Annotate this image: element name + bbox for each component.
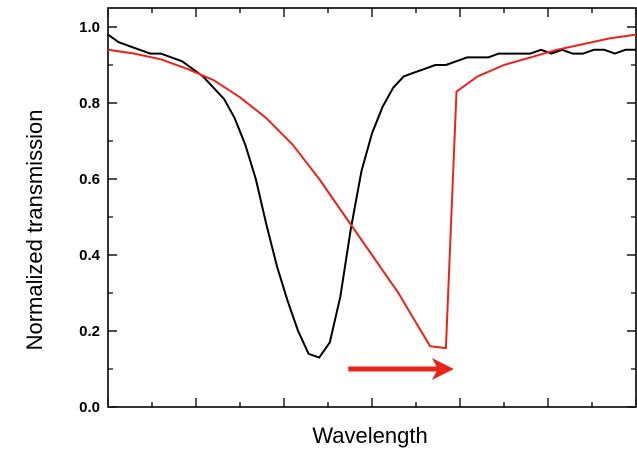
- annotation-layer: [348, 358, 454, 380]
- x-axis-title: Wavelength: [312, 423, 427, 448]
- red-arrow-head: [431, 358, 454, 380]
- axis-ticks: 0.0 0.2 0.4 0.6 0.8 1.0: [79, 8, 637, 416]
- y-tick-label: 1.0: [79, 19, 100, 36]
- y-tick-label: 0.2: [79, 323, 100, 340]
- y-tick-label: 0.0: [79, 399, 100, 416]
- y-tick-label: 0.4: [79, 247, 101, 264]
- y-tick-label: 0.8: [79, 95, 100, 112]
- model-transmission-line: [107, 33, 637, 350]
- measured-transmission-line: [107, 33, 636, 359]
- series-layer: [107, 33, 637, 359]
- y-axis-title: Normalized transmission: [22, 110, 47, 351]
- y-tick-label: 0.6: [79, 171, 100, 188]
